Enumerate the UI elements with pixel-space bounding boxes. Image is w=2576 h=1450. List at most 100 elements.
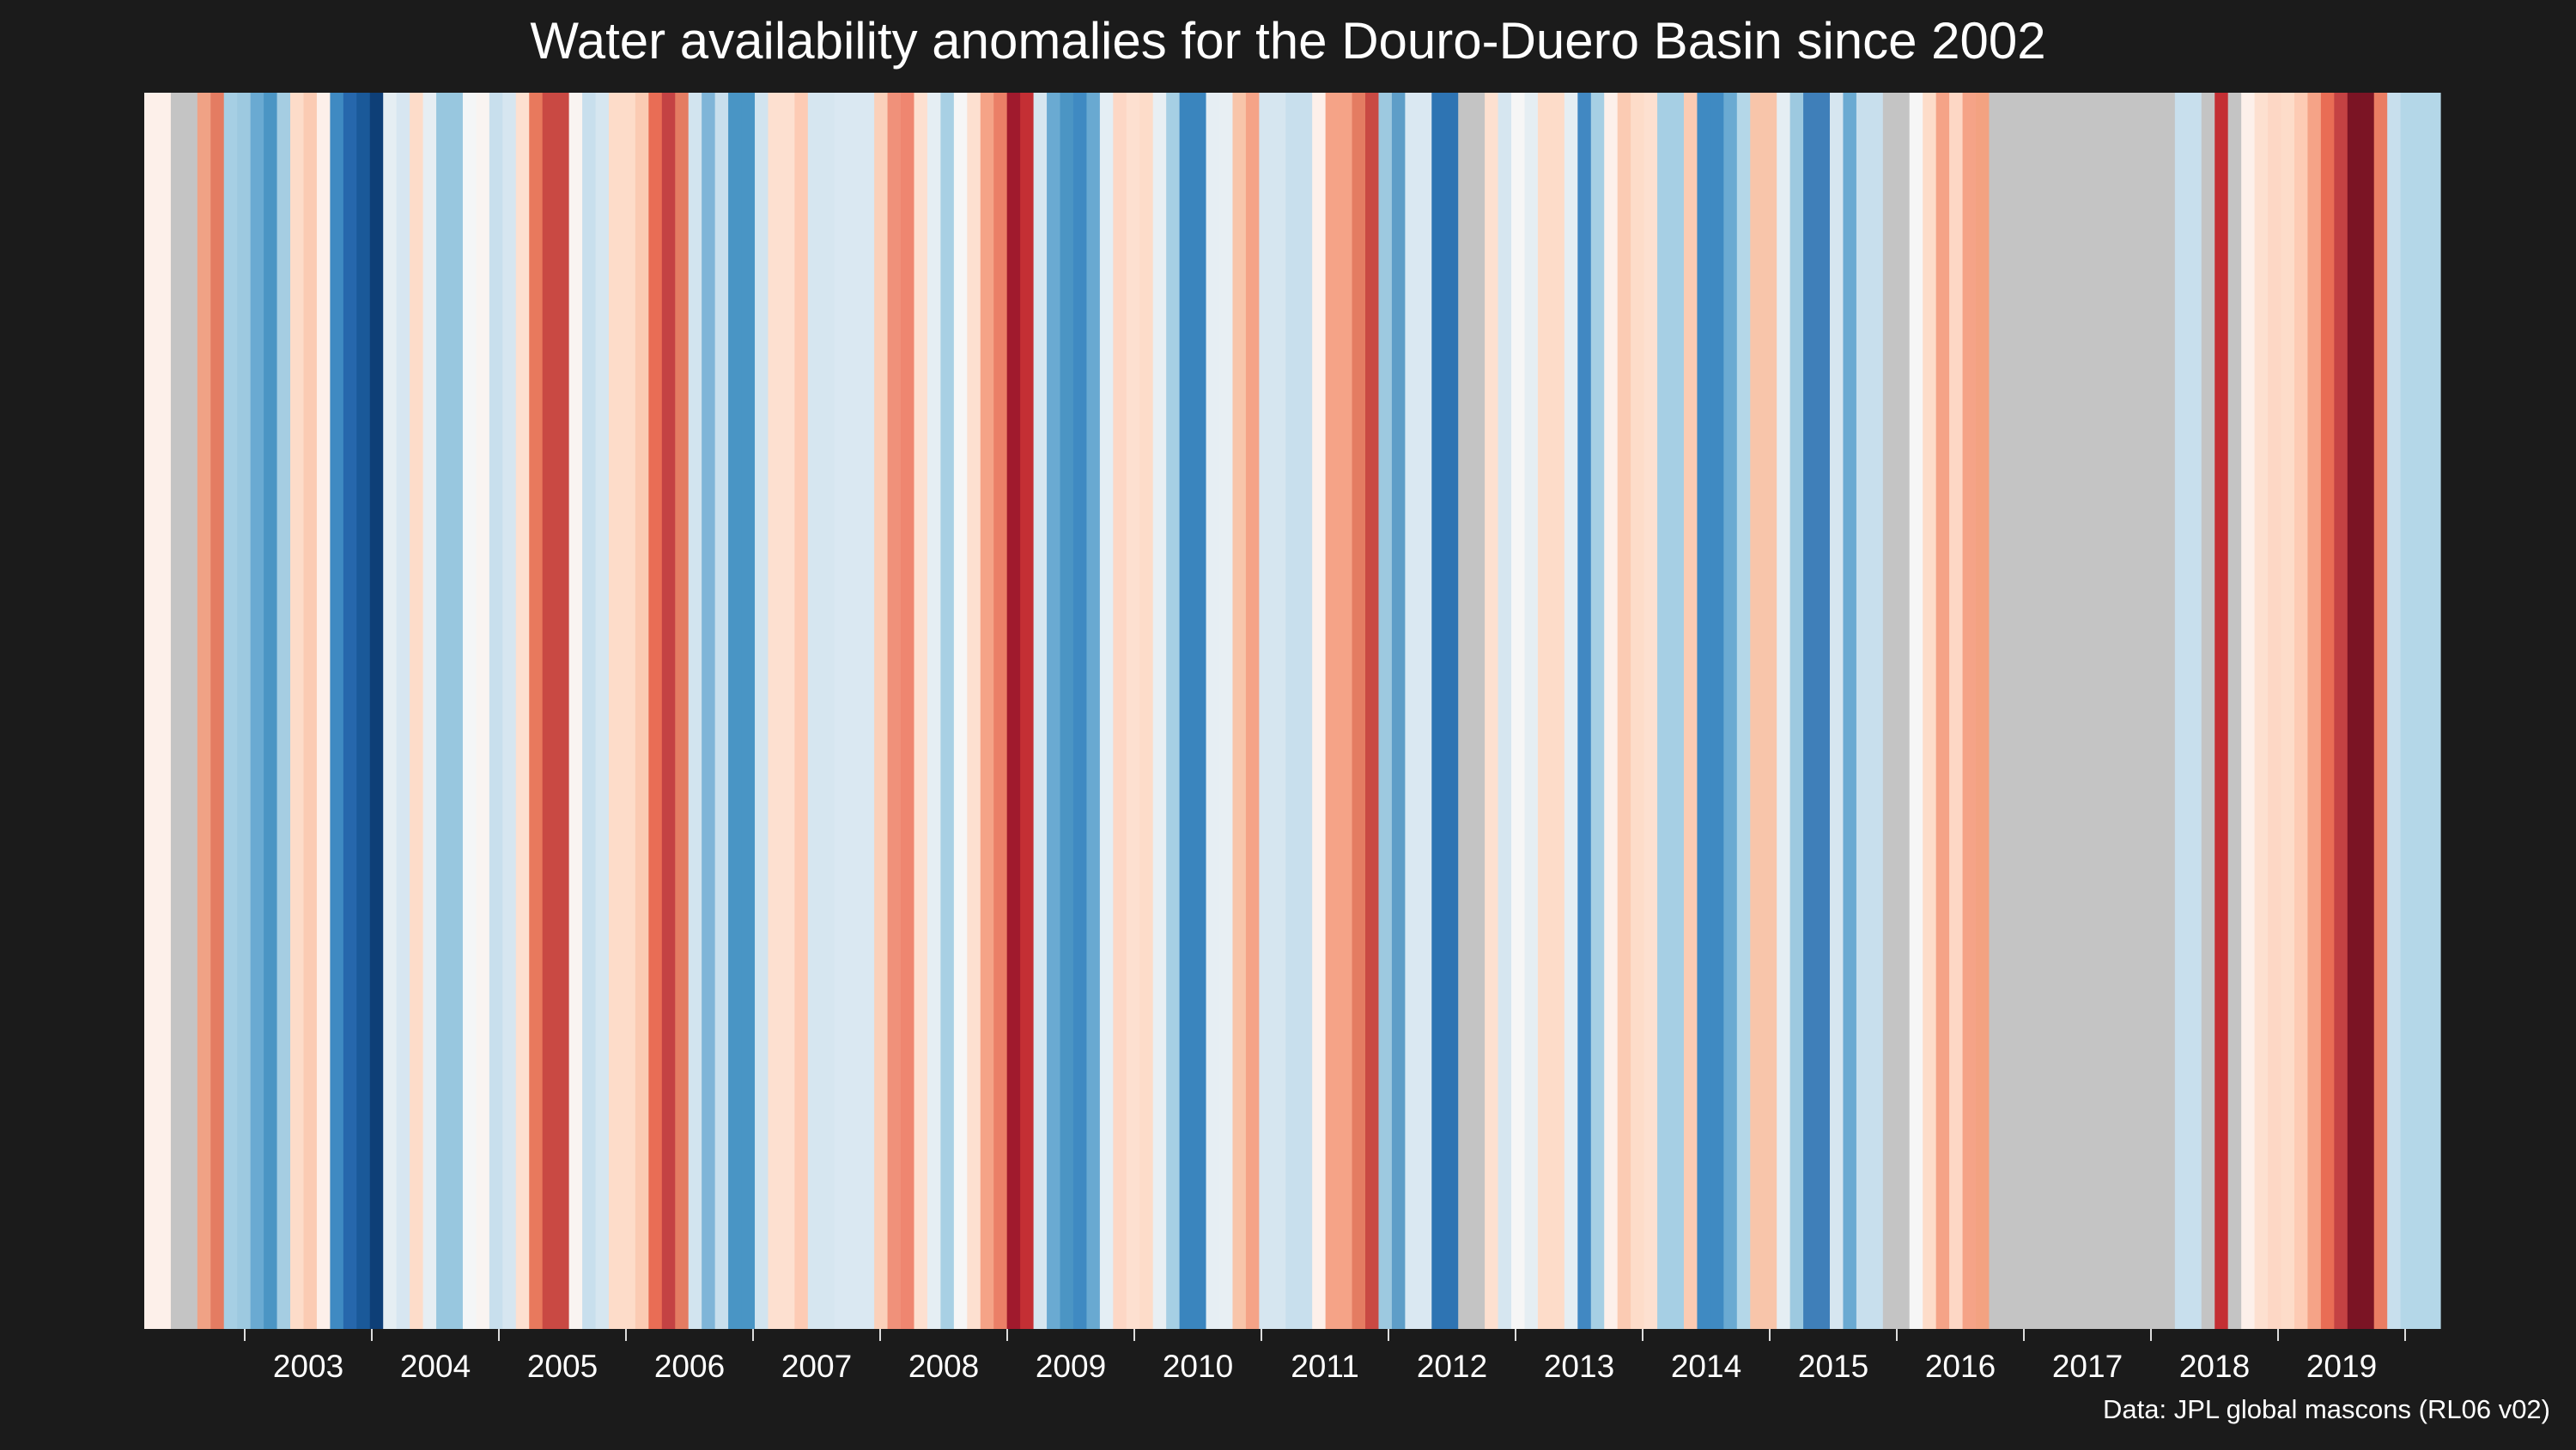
stripe [2227,93,2242,1329]
stripe [489,93,503,1329]
stripe [542,93,556,1329]
stripe [197,93,211,1329]
stripe [582,93,597,1329]
stripe [2015,93,2030,1329]
stripe [144,93,159,1329]
stripe [1060,93,1074,1329]
stripe [940,93,955,1329]
stripe [1218,93,1234,1329]
stripe [250,93,264,1329]
stripe [927,93,941,1329]
x-tick-label: 2003 [273,1349,343,1384]
chart-title: Water availability anomalies for the Dou… [530,12,2046,70]
stripe [1524,93,1539,1329]
stripe [2254,93,2269,1329]
stripe [170,93,185,1329]
stripe [2387,93,2402,1329]
stripe [1777,93,1791,1329]
stripe [1750,93,1765,1329]
stripe [2360,93,2375,1329]
stripe [2347,93,2361,1329]
stripe [476,93,490,1329]
stripe [874,93,889,1329]
stripe [2174,93,2189,1329]
stripe [834,93,848,1329]
stripe [1072,93,1088,1329]
stripe [1537,93,1552,1329]
source-caption: Data: JPL global mascons (RL06 v02) [2103,1394,2550,1424]
stripe [1298,93,1313,1329]
stripe [556,93,570,1329]
stripe [755,93,769,1329]
stripe [1245,93,1260,1329]
stripe [648,93,663,1329]
stripe [223,93,238,1329]
stripe [369,93,384,1329]
stripe [1976,93,1990,1329]
stripe [1166,93,1181,1329]
stripe [1564,93,1578,1329]
stripe [1789,93,1804,1329]
stripe [449,93,464,1329]
stripe [1405,93,1419,1329]
x-tick-label: 2014 [1671,1349,1741,1384]
stripe [157,93,172,1329]
x-tick-label: 2008 [908,1349,979,1384]
stripe [608,93,623,1329]
stripe [462,93,477,1329]
stripe [343,93,357,1329]
stripe [1617,93,1631,1329]
stripe [2414,93,2428,1329]
stripe [1604,93,1619,1329]
stripe [2069,93,2083,1329]
x-tick-label: 2009 [1036,1349,1106,1384]
stripe [1179,93,1194,1329]
stripe [1139,93,1154,1329]
stripe [1723,93,1738,1329]
x-tick-label: 2011 [1291,1349,1359,1384]
x-tick-label: 2015 [1798,1349,1868,1384]
stripe [2307,93,2322,1329]
stripe [2427,93,2441,1329]
x-tick-label: 2017 [2052,1349,2123,1384]
stripe [184,93,198,1329]
stripe [2055,93,2069,1329]
stripe [568,93,583,1329]
stripe [410,93,424,1329]
stripe [1498,93,1512,1329]
stripe [2135,93,2149,1329]
stripe [781,93,795,1329]
stripe [2201,93,2215,1329]
x-tick-label: 2006 [654,1349,725,1384]
stripe [2215,93,2229,1329]
stripe [1710,93,1724,1329]
stripe [622,93,636,1329]
stripe [980,93,994,1329]
stripe [1670,93,1685,1329]
stripe [2122,93,2136,1329]
x-tick-label: 2012 [1417,1349,1487,1384]
stripe [383,93,398,1329]
stripe [356,93,371,1329]
stripe [1193,93,1207,1329]
stripe [290,93,305,1329]
stripe [1590,93,1605,1329]
stripe [1896,93,1911,1329]
stripe [1444,93,1459,1329]
stripe [1843,93,1857,1329]
stripe [1391,93,1406,1329]
stripe [768,93,782,1329]
stripe [1365,93,1380,1329]
stripe [967,93,981,1329]
x-tick-label: 2019 [2306,1349,2377,1384]
stripe [396,93,410,1329]
stripe [1232,93,1247,1329]
stripe [515,93,530,1329]
stripe [1657,93,1672,1329]
stripe [316,93,331,1329]
stripe [821,93,835,1329]
stripe [1816,93,1831,1329]
stripe [1829,93,1844,1329]
x-tick-label: 2007 [781,1349,852,1384]
stripe [529,93,544,1329]
